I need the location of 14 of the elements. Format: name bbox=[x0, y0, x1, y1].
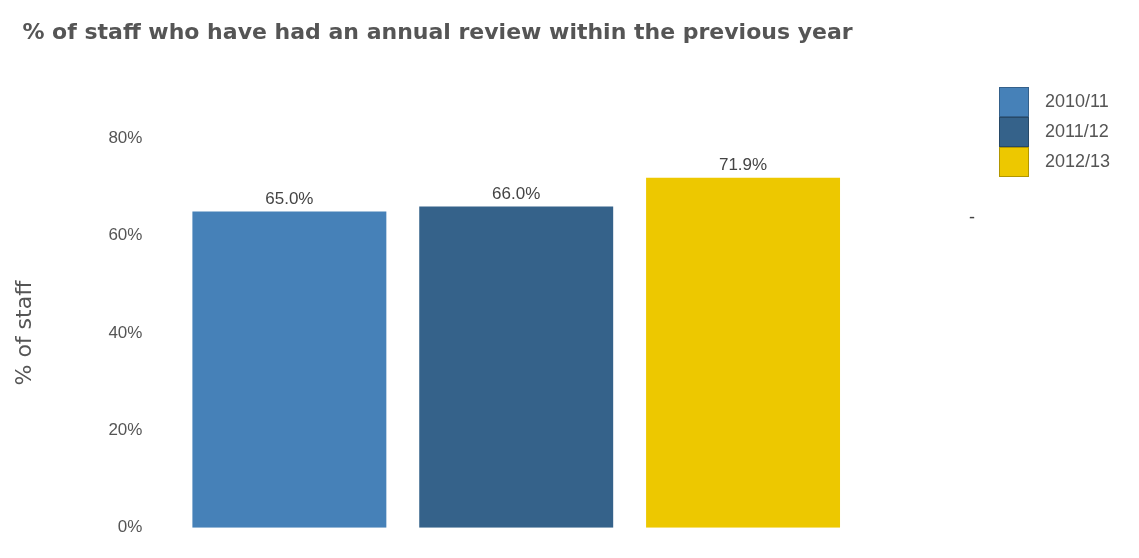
data-label: 65.0% bbox=[265, 188, 314, 208]
data-label: 66.0% bbox=[492, 183, 541, 203]
y-tick-label: 60% bbox=[108, 225, 143, 245]
legend-label: 2010/11 bbox=[1045, 90, 1109, 111]
y-tick-label: 80% bbox=[108, 128, 143, 148]
y-axis-title: % of staff bbox=[10, 279, 36, 386]
y-tick-label: 0% bbox=[117, 517, 143, 537]
legend-label: 2012/13 bbox=[1045, 150, 1111, 171]
y-tick-label: 20% bbox=[108, 420, 143, 440]
legend-label: 2011/12 bbox=[1045, 120, 1109, 141]
y-tick-label: 40% bbox=[108, 322, 143, 342]
chart-title: % of staff who have had an annual review within the previous year bbox=[22, 18, 853, 44]
data-label: 71.9% bbox=[718, 155, 768, 175]
text: - bbox=[969, 206, 975, 227]
